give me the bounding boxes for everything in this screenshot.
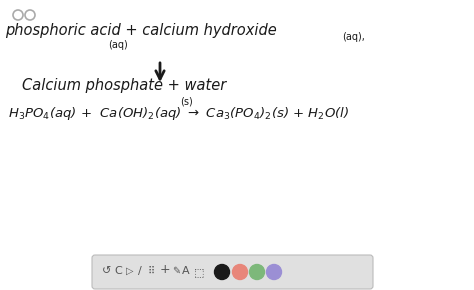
Text: ▷: ▷ xyxy=(126,266,134,276)
Text: ⬚: ⬚ xyxy=(194,267,204,277)
Text: A: A xyxy=(182,266,190,276)
Text: ✎: ✎ xyxy=(172,266,180,276)
FancyBboxPatch shape xyxy=(92,255,373,289)
Circle shape xyxy=(233,264,247,280)
Text: +: + xyxy=(160,263,171,276)
Text: ⠿: ⠿ xyxy=(148,266,155,276)
Text: C: C xyxy=(114,266,122,276)
Text: Calcium phosphate + water: Calcium phosphate + water xyxy=(22,78,226,93)
Circle shape xyxy=(249,264,264,280)
Text: (s): (s) xyxy=(180,96,193,106)
Text: /: / xyxy=(138,266,142,276)
Circle shape xyxy=(266,264,282,280)
Text: (aq),: (aq), xyxy=(342,32,365,42)
Text: ↺: ↺ xyxy=(102,266,111,276)
Circle shape xyxy=(215,264,229,280)
Text: H$_3$PO$_4$(aq) +  Ca(OH)$_2$(aq) $\rightarrow$ Ca$_3$(PO$_4$)$_2$(s) + H$_2$O(l: H$_3$PO$_4$(aq) + Ca(OH)$_2$(aq) $\right… xyxy=(8,105,349,122)
Text: phosphoric acid + calcium hydroxide: phosphoric acid + calcium hydroxide xyxy=(5,23,277,38)
Text: (aq): (aq) xyxy=(108,40,128,50)
